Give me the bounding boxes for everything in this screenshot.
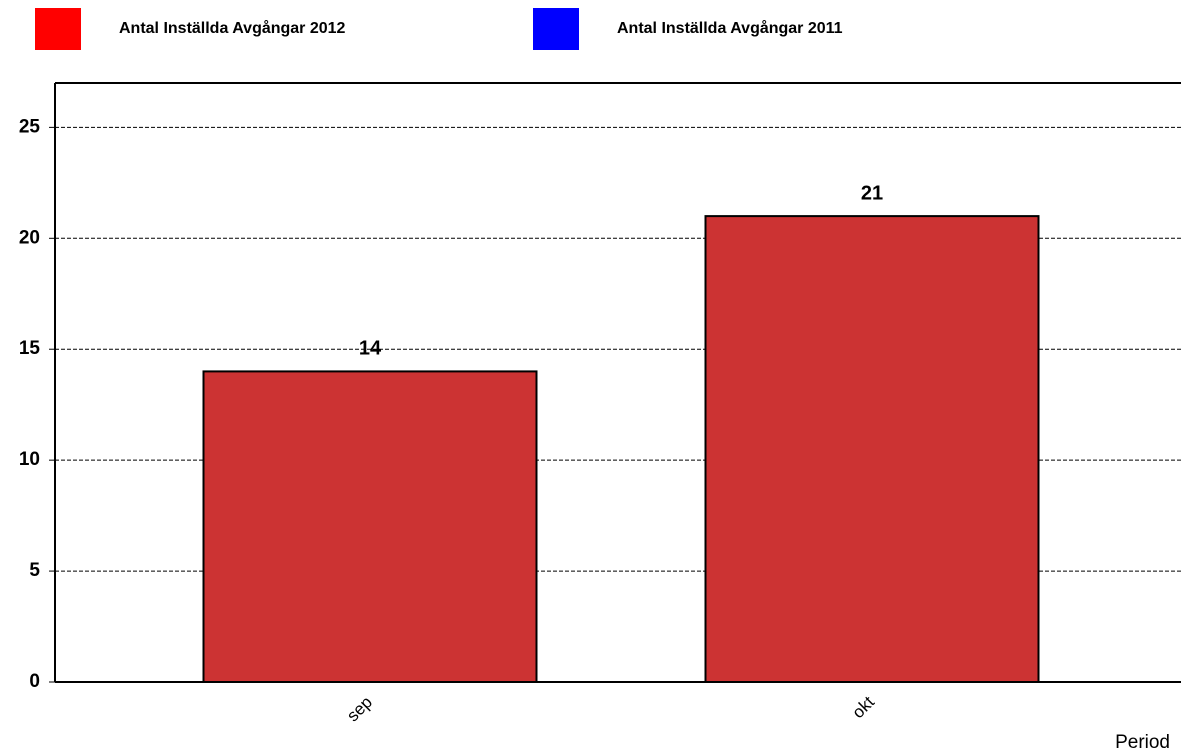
legend-swatch <box>533 8 579 50</box>
legend-swatch <box>35 8 81 50</box>
y-tick-label: 20 <box>19 227 40 248</box>
bar <box>704 215 1040 683</box>
bar <box>202 370 538 683</box>
y-tick-label: 10 <box>19 449 40 470</box>
y-tick-label: 0 <box>29 671 40 692</box>
data-label: 21 <box>861 182 883 204</box>
x-tick-label: okt <box>849 692 879 722</box>
legend-label: Antal Inställda Avgångar 2012 <box>119 19 346 37</box>
x-axis-label: Period <box>1115 732 1170 753</box>
y-tick-label: 25 <box>19 116 41 137</box>
y-tick-label: 15 <box>19 338 41 359</box>
data-label: 14 <box>359 338 382 360</box>
y-tick-label: 5 <box>29 560 40 581</box>
legend-label: Antal Inställda Avgångar 2011 <box>617 19 843 37</box>
x-tick-label: sep <box>343 693 376 726</box>
